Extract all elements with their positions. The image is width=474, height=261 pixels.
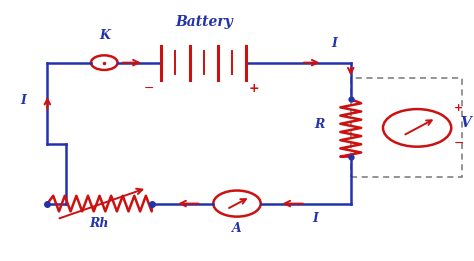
Text: I: I [312,212,318,225]
Text: Battery: Battery [175,15,233,29]
Text: I: I [331,37,337,50]
Bar [351,78,462,177]
Text: A: A [232,222,242,235]
Text: Rh: Rh [90,217,109,230]
Text: −: − [144,82,155,95]
Text: +: + [248,82,259,95]
Text: K: K [99,29,109,42]
Text: −: − [454,137,465,150]
Text: R: R [315,118,325,131]
Text: V: V [460,116,471,129]
Text: +: + [454,103,464,113]
Text: I: I [21,94,27,107]
